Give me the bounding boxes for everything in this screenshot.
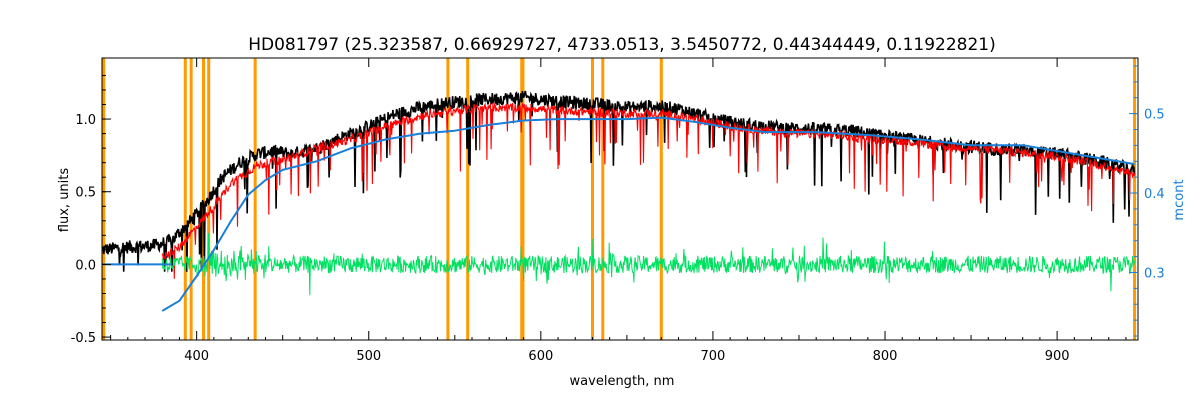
y-axis-label: flux, units (57, 168, 72, 233)
model-spectrum-line (161, 102, 1135, 279)
y-right-axis-label: mcont (1172, 179, 1187, 220)
x-tick-label: 700 (701, 349, 726, 364)
x-tick-label: 900 (1045, 349, 1070, 364)
y-right-tick-label: 0.3 (1144, 266, 1165, 281)
y-right-tick-label: 0.5 (1144, 108, 1165, 123)
chart-title: HD081797 (25.323587, 0.66929727, 4733.05… (248, 35, 996, 55)
plot-frame (101, 57, 1139, 341)
y-right-tick-label: 0.4 (1144, 187, 1165, 202)
x-axis-label: wavelength, nm (570, 374, 675, 389)
x-tick-label: 400 (184, 349, 209, 364)
residuals-line (161, 232, 1135, 296)
y-tick-label: 0.0 (75, 258, 96, 273)
x-tick-label: 500 (356, 349, 381, 364)
x-tick-label: 800 (873, 349, 898, 364)
y-tick-label: -0.5 (71, 331, 96, 346)
axes-layer: 400 500 600 700 800 900 -0.5 0.0 0.5 1.0 0.3 0.4 0.5 (71, 57, 1165, 364)
observed-spectrum-line (101, 90, 1136, 272)
x-tick-label: 600 (528, 349, 553, 364)
y-tick-label: 0.5 (75, 186, 96, 201)
y-tick-label: 1.0 (75, 113, 96, 128)
series-layer (101, 90, 1136, 312)
continuum-line (161, 116, 1135, 312)
